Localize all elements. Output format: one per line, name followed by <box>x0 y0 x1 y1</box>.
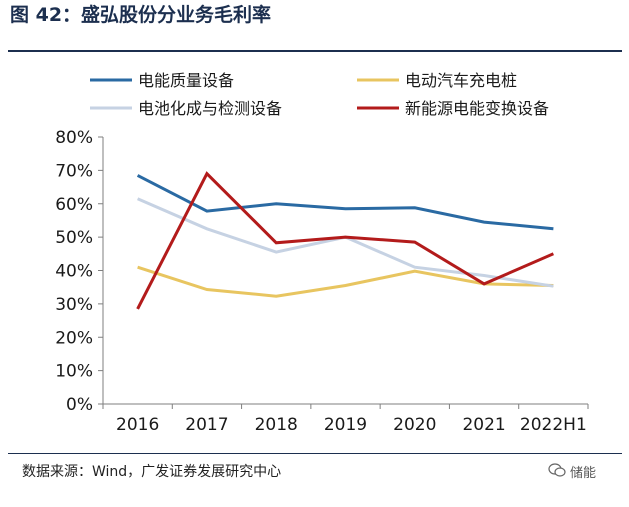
watermark: 储能 <box>548 462 596 481</box>
series-line-3 <box>137 197 554 288</box>
title-divider <box>8 50 622 52</box>
y-tick-label: 50% <box>55 228 93 248</box>
x-tick-label: 2021 <box>462 415 505 435</box>
x-tick-label: 2022H1 <box>520 415 587 435</box>
y-tick-label: 20% <box>55 328 93 348</box>
x-tick-label: 2017 <box>185 415 228 435</box>
wechat-icon <box>548 463 566 481</box>
legend-label-3: 电池化成与检测设备 <box>138 99 282 118</box>
y-tick-label: 0% <box>66 395 93 415</box>
legend-label-1: 电能质量设备 <box>138 71 234 90</box>
x-tick-label: 2019 <box>324 415 367 435</box>
source-divider <box>8 453 622 454</box>
series-line-4 <box>136 171 554 310</box>
chart-axes: 0% 10% 20% 30% 40% 50% 60% 70% 80% 2016 2017 2018 20… <box>55 128 589 435</box>
y-tick-label: 60% <box>55 195 93 215</box>
y-tick-label: 10% <box>55 362 93 382</box>
y-tick-label: 80% <box>55 128 93 148</box>
legend-label-2: 电动汽车充电桩 <box>405 71 517 90</box>
watermark-text: 储能 <box>570 466 597 481</box>
series-line-1 <box>136 174 554 231</box>
figure-title: 图 42：盛弘股份分业务毛利率 <box>10 4 272 26</box>
x-tick-label: 2016 <box>116 415 159 435</box>
y-tick-label: 40% <box>55 262 93 282</box>
y-tick-label: 70% <box>55 161 93 181</box>
x-tick-label: 2018 <box>255 415 298 435</box>
chart-series <box>136 171 554 310</box>
legend-label-4: 新能源电能变换设备 <box>405 99 549 118</box>
y-tick-label: 30% <box>55 295 93 315</box>
x-tick-label: 2020 <box>393 415 436 435</box>
source-note: 数据来源：Wind，广发证券发展研究中心 <box>22 464 282 480</box>
